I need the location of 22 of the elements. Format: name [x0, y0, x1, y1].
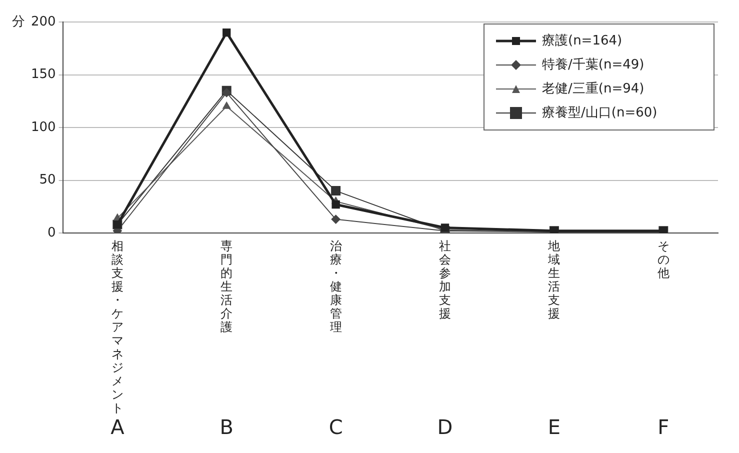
legend-label: 療護(n=164): [542, 33, 622, 48]
legend-label: 老健/三重(n=94): [542, 81, 644, 96]
x-tick-label: 社会参加支援: [439, 239, 452, 321]
y-tick-label: 0: [48, 225, 56, 240]
x-tick-label: 地域生活支援: [547, 239, 560, 321]
y-tick-label: 200: [30, 14, 56, 30]
x-tick-label: その他: [657, 239, 670, 280]
text: D: [437, 415, 453, 440]
text: A: [110, 415, 125, 440]
y-axis-title: 分: [12, 14, 25, 30]
category-label: 相談支援・ケアマネジメント: [111, 239, 124, 416]
y-tick-label: 100: [30, 120, 56, 135]
y-tick-label: 50: [39, 172, 56, 188]
text: F: [658, 415, 670, 440]
x-tick-label: 治療・健康管理: [330, 239, 342, 334]
y-tick-label: 150: [30, 67, 56, 82]
legend-label: 特養/千葉(n=49): [542, 57, 644, 72]
text: B: [220, 415, 234, 440]
legend-label: 療養型/山口(n=60): [542, 105, 658, 120]
text: E: [548, 415, 561, 440]
text: C: [328, 415, 343, 440]
x-tick-label: 専門的生活介護: [220, 239, 233, 334]
